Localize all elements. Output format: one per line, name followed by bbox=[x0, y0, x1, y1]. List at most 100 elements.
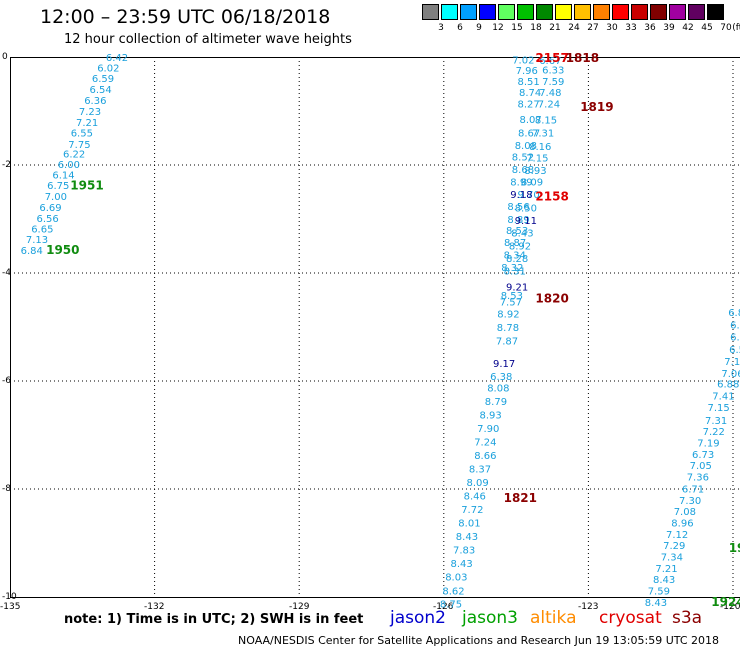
legend-swatch bbox=[650, 4, 667, 20]
swh-label: 8.09 bbox=[521, 178, 543, 189]
swh-label: 8.43 bbox=[456, 532, 478, 543]
legend-unit: (ft) bbox=[732, 23, 740, 33]
swh-label: 8.09 bbox=[467, 478, 489, 489]
plot-frame bbox=[10, 57, 740, 598]
satellite-label-jason3: jason3 bbox=[462, 608, 518, 628]
legend-swatch bbox=[631, 4, 648, 20]
x-tick-label: -132 bbox=[144, 602, 165, 612]
swh-label: 6.73 bbox=[692, 450, 714, 461]
swh-label: 8.31 bbox=[504, 266, 526, 277]
x-tick-label: -126 bbox=[433, 602, 454, 612]
x-tick-label: -123 bbox=[578, 602, 599, 612]
swh-label: 6.42 bbox=[106, 53, 128, 64]
y-tick-label: 0 bbox=[2, 52, 8, 62]
legend-label: 36 bbox=[644, 23, 656, 33]
swh-label: 7.31 bbox=[532, 129, 554, 140]
legend-swatch bbox=[593, 4, 610, 20]
credit-line: NOAA/NESDIS Center for Satellite Applica… bbox=[238, 634, 720, 647]
x-tick-label: -135 bbox=[0, 602, 21, 612]
swh-label: 7.36 bbox=[687, 473, 709, 484]
swh-label: 6.56 bbox=[37, 214, 59, 225]
x-tick-label: -129 bbox=[289, 602, 310, 612]
legend-swatch bbox=[422, 4, 439, 20]
swh-label: 6.38 bbox=[490, 372, 512, 383]
swh-label: 6.80 bbox=[730, 320, 740, 331]
swh-label: 7.05 bbox=[690, 461, 712, 472]
swh-label: 8.66 bbox=[474, 451, 496, 462]
swh-label: 6.59 bbox=[92, 74, 114, 85]
legend-swatch bbox=[479, 4, 496, 20]
swh-label: 8.51 bbox=[518, 77, 540, 88]
swh-label: 6.54 bbox=[90, 85, 112, 96]
swh-label: 6.33 bbox=[542, 65, 564, 76]
swh-label: 7.15 bbox=[708, 403, 730, 414]
swh-label: 8.52 bbox=[512, 152, 534, 163]
swh-label: 8.93 bbox=[480, 411, 502, 422]
swh-label: 6.69 bbox=[39, 203, 61, 214]
swh-label: 8.93 bbox=[524, 166, 546, 177]
swh-label: 7.59 bbox=[542, 77, 564, 88]
legend-label: 6 bbox=[457, 23, 463, 33]
swh-label: 7.19 bbox=[697, 439, 719, 450]
swh-label: 7.72 bbox=[461, 505, 483, 516]
swh-label: 8.79 bbox=[485, 397, 507, 408]
swh-label: 7.41 bbox=[712, 392, 734, 403]
swh-label: 6.22 bbox=[63, 150, 85, 161]
pass-time-label: 1951 bbox=[70, 179, 103, 193]
swh-label: 8.96 bbox=[671, 519, 693, 530]
swh-label: 7.30 bbox=[679, 496, 701, 507]
legend-swatch bbox=[441, 4, 458, 20]
swh-label: 6.84 bbox=[21, 246, 43, 257]
y-tick-label: -10 bbox=[2, 592, 17, 602]
swh-label: 9.21 bbox=[506, 283, 528, 294]
legend-label: 21 bbox=[549, 23, 561, 33]
swh-label: 8.34 bbox=[504, 251, 526, 262]
swh-label: 7.75 bbox=[68, 140, 90, 151]
swh-label: 8.68 bbox=[512, 165, 534, 176]
y-tick-label: -2 bbox=[2, 160, 11, 170]
pass-time-label: 2158 bbox=[535, 189, 568, 203]
swh-label: 7.06 bbox=[721, 369, 740, 380]
swh-label: 8.78 bbox=[497, 323, 519, 334]
legend-label: 30 bbox=[606, 23, 618, 33]
legend-label: 45 bbox=[701, 23, 713, 33]
swh-label: 7.59 bbox=[648, 587, 670, 598]
legend-label: 15 bbox=[511, 23, 523, 33]
swh-label: 8.75 bbox=[440, 600, 462, 611]
swh-label: 8.43 bbox=[451, 559, 473, 570]
legend-swatch bbox=[688, 4, 705, 20]
swh-label: 6.55 bbox=[71, 129, 93, 140]
legend-swatch bbox=[460, 4, 477, 20]
swh-label: 6.53 bbox=[729, 345, 740, 356]
legend-swatch bbox=[669, 4, 686, 20]
pass-time-label: 1925 bbox=[729, 541, 740, 555]
legend-swatch bbox=[498, 4, 515, 20]
swh-label: 7.31 bbox=[705, 416, 727, 427]
swh-label: 7.24 bbox=[474, 438, 496, 449]
satellite-label-altika: altika bbox=[530, 608, 577, 628]
legend-swatch bbox=[555, 4, 572, 20]
legend-swatch bbox=[517, 4, 534, 20]
swh-label: 8.53 bbox=[506, 226, 528, 237]
x-tick-label: -120 bbox=[720, 602, 740, 612]
swh-label: 8.43 bbox=[653, 575, 675, 586]
legend-swatch bbox=[612, 4, 629, 20]
satellite-label-s3a: s3a bbox=[672, 608, 703, 628]
y-tick-label: -8 bbox=[2, 484, 11, 494]
swh-label: 8.07 bbox=[520, 115, 542, 126]
legend-label: 42 bbox=[682, 23, 694, 33]
swh-label: 7.08 bbox=[674, 507, 696, 518]
swh-label: 7.02 bbox=[512, 56, 534, 67]
swh-label: 8.62 bbox=[442, 587, 464, 598]
swh-label: 8.56 bbox=[507, 202, 529, 213]
swh-label: 7.21 bbox=[655, 564, 677, 575]
legend-label: 12 bbox=[492, 23, 504, 33]
swh-label: 7.83 bbox=[453, 546, 475, 557]
legend-label: 9 bbox=[476, 23, 482, 33]
legend-label: 18 bbox=[530, 23, 542, 33]
legend-swatch bbox=[536, 4, 553, 20]
swh-label: 6.36 bbox=[84, 96, 106, 107]
pass-time-label: 1950 bbox=[46, 243, 79, 257]
pass-time-label: 1818 bbox=[566, 51, 599, 65]
